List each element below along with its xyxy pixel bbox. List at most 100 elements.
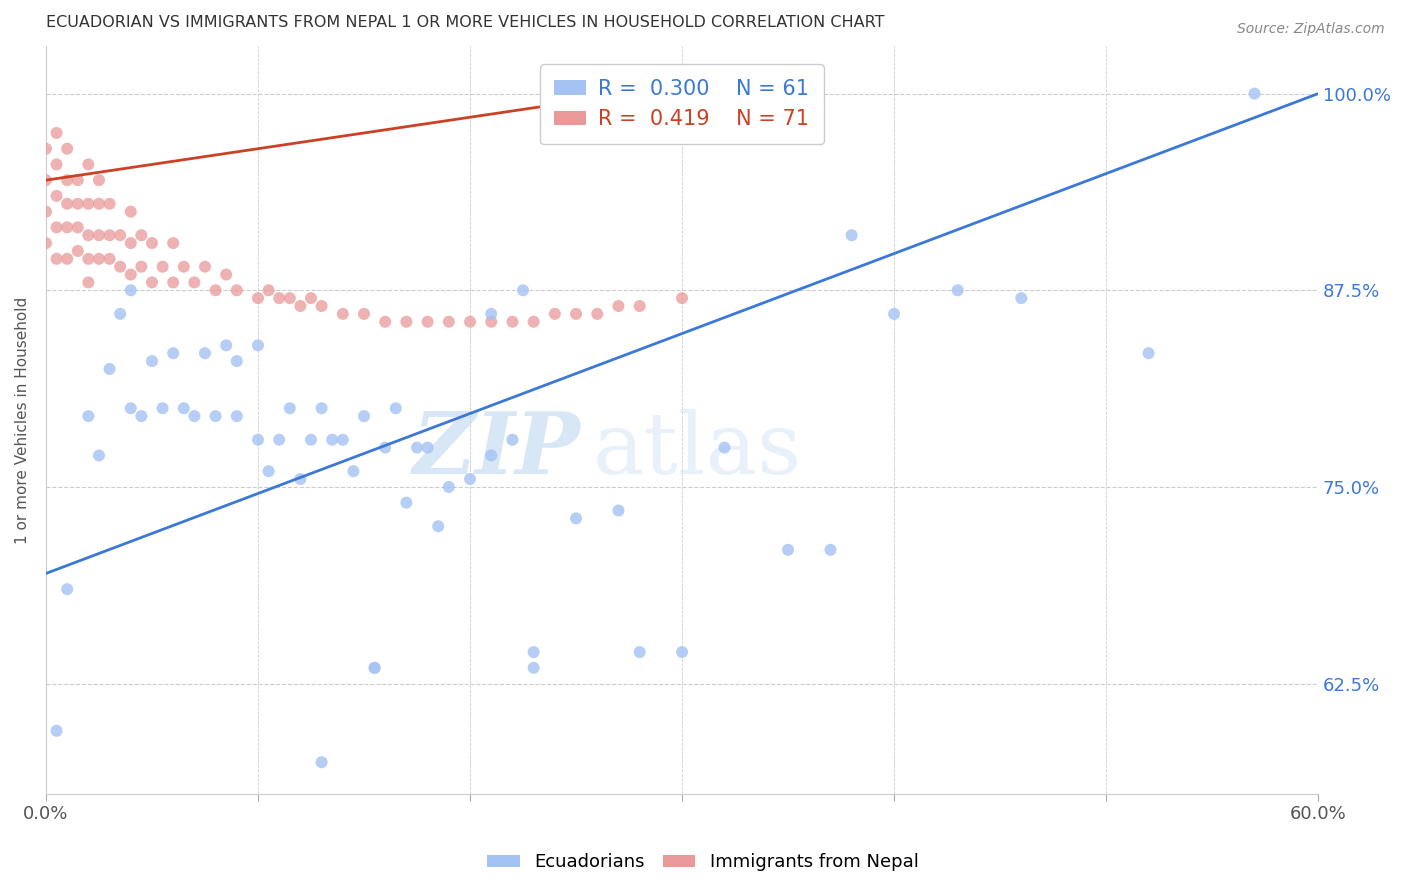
Point (321, 433, 343, 447)
Point (299, 291, 322, 305)
Point (77, 409, 100, 424)
Point (173, 260, 195, 274)
Point (56, 220, 79, 235)
Point (56, 173, 79, 187)
Point (77, 157, 100, 171)
Point (479, 315, 502, 329)
Point (98, 228, 121, 243)
Point (87, 228, 110, 243)
Point (437, 480, 460, 494)
Point (458, 315, 481, 329)
Point (215, 338, 238, 352)
Point (87, 173, 110, 187)
Point (332, 307, 354, 321)
Point (501, 315, 523, 329)
Point (87, 252, 110, 266)
Point (628, 645, 651, 659)
Point (56, 196, 79, 211)
Point (66, 220, 89, 235)
Point (108, 260, 131, 274)
Point (374, 315, 396, 329)
Point (820, 542, 842, 557)
Point (671, 291, 693, 305)
Point (246, 433, 269, 447)
Point (225, 354, 247, 368)
Point (353, 409, 375, 424)
Point (501, 433, 523, 447)
Point (204, 283, 226, 297)
Point (290, 299, 312, 313)
Text: ZIP: ZIP (412, 409, 581, 491)
Point (479, 307, 502, 321)
Text: ECUADORIAN VS IMMIGRANTS FROM NEPAL 1 OR MORE VEHICLES IN HOUSEHOLD CORRELATION : ECUADORIAN VS IMMIGRANTS FROM NEPAL 1 OR… (46, 15, 884, 30)
Point (257, 464, 280, 478)
Point (246, 291, 269, 305)
Point (416, 315, 439, 329)
Point (946, 283, 969, 297)
Point (162, 236, 184, 251)
Point (607, 503, 630, 517)
Point (586, 307, 609, 321)
Point (194, 260, 217, 274)
Text: atlas: atlas (593, 409, 803, 491)
Point (363, 661, 385, 675)
Point (311, 401, 333, 416)
Point (35, 204, 58, 219)
Point (311, 755, 333, 769)
Point (35, 142, 58, 156)
Point (45, 220, 67, 235)
Point (194, 346, 217, 360)
Point (98, 252, 121, 266)
Point (131, 409, 153, 424)
Point (523, 315, 546, 329)
Point (45, 126, 67, 140)
Point (77, 252, 100, 266)
Point (77, 196, 100, 211)
Point (120, 401, 142, 416)
Point (162, 346, 184, 360)
Point (215, 268, 238, 282)
Point (183, 276, 205, 290)
Legend: R =  0.300    N = 61, R =  0.419    N = 71: R = 0.300 N = 61, R = 0.419 N = 71 (540, 64, 824, 144)
Point (374, 441, 396, 455)
Point (363, 661, 385, 675)
Point (299, 433, 322, 447)
Point (66, 244, 89, 258)
Point (56, 252, 79, 266)
Point (671, 645, 693, 659)
Point (523, 661, 546, 675)
Point (173, 401, 195, 416)
Point (183, 409, 205, 424)
Point (56, 142, 79, 156)
Point (257, 283, 280, 297)
Point (66, 173, 89, 187)
Point (225, 409, 247, 424)
Point (565, 307, 588, 321)
Point (120, 268, 142, 282)
Point (841, 228, 863, 243)
Point (141, 354, 163, 368)
Point (269, 291, 291, 305)
Point (87, 196, 110, 211)
Point (45, 157, 67, 171)
Point (1137, 346, 1160, 360)
Point (332, 433, 354, 447)
Point (141, 236, 163, 251)
Point (1010, 291, 1032, 305)
Point (290, 472, 312, 486)
Point (437, 315, 460, 329)
Point (458, 472, 481, 486)
Point (278, 401, 301, 416)
Point (56, 582, 79, 597)
Point (66, 196, 89, 211)
Point (45, 252, 67, 266)
Point (204, 409, 226, 424)
Point (162, 276, 184, 290)
Point (395, 496, 418, 510)
Point (385, 401, 408, 416)
Point (45, 723, 67, 738)
Legend: Ecuadorians, Immigrants from Nepal: Ecuadorians, Immigrants from Nepal (479, 847, 927, 879)
Point (353, 307, 375, 321)
Point (108, 228, 131, 243)
Text: Source: ZipAtlas.com: Source: ZipAtlas.com (1237, 22, 1385, 37)
